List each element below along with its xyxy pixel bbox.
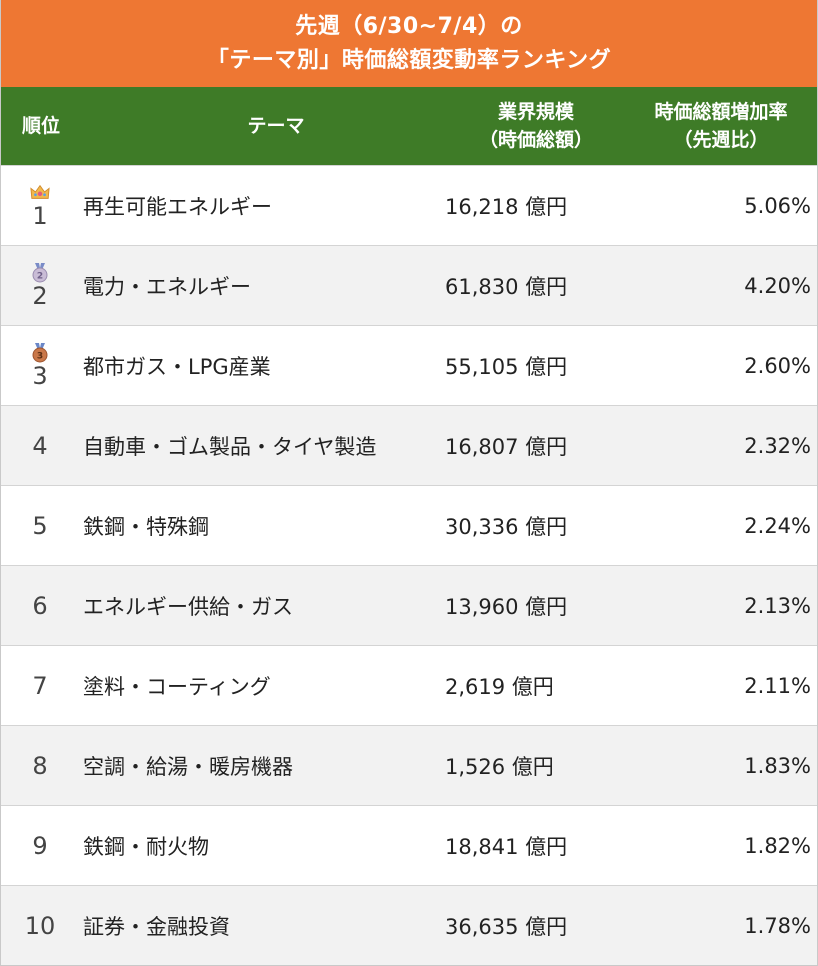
growth-rate-cell: 2.13%: [744, 594, 811, 618]
rank-number: 2: [32, 282, 48, 310]
header-rank: 順位: [21, 115, 60, 137]
svg-text:2: 2: [37, 272, 43, 282]
table-row: 7 塗料・コーティング 2,619 億円 2.11%: [1, 645, 817, 725]
rank-number: 5: [32, 512, 48, 540]
svg-text:3: 3: [37, 352, 43, 362]
rank-cell: 10: [15, 886, 65, 966]
rank-number: 3: [32, 362, 48, 390]
growth-rate-cell: 1.82%: [744, 834, 811, 858]
table-row: 2 2 電力・エネルギー 61,830 億円 4.20%: [1, 245, 817, 325]
rank-cell: 1: [15, 166, 65, 246]
table-row: 6 エネルギー供給・ガス 13,960 億円 2.13%: [1, 565, 817, 645]
title-line-2: 「テーマ別」時価総額変動率ランキング: [206, 47, 612, 73]
growth-rate-cell: 1.78%: [744, 914, 811, 938]
growth-rate-cell: 2.32%: [744, 434, 811, 458]
rank-number: 6: [32, 592, 48, 620]
growth-rate-cell: 4.20%: [744, 274, 811, 298]
industry-size-cell: 16,807 億円: [445, 435, 568, 459]
theme-cell: 都市ガス・LPG産業: [83, 355, 271, 379]
table-row: 10 証券・金融投資 36,635 億円 1.78%: [1, 885, 817, 965]
bronze-medal-icon: 3: [30, 343, 50, 363]
rank-cell: 8: [15, 726, 65, 806]
growth-rate-cell: 5.06%: [744, 194, 811, 218]
rank-cell: 7: [15, 646, 65, 726]
header-size-line-1: 業界規模: [497, 101, 574, 123]
theme-cell: 電力・エネルギー: [83, 275, 251, 299]
theme-cell: 空調・給湯・暖房機器: [83, 755, 293, 779]
table-row: 4 自動車・ゴム製品・タイヤ製造 16,807 億円 2.32%: [1, 405, 817, 485]
rank-cell: 6: [15, 566, 65, 646]
industry-size-cell: 30,336 億円: [445, 515, 568, 539]
header-rate-line-2: （先週比）: [673, 129, 769, 151]
theme-cell: 再生可能エネルギー: [83, 195, 272, 219]
table-body: 1 再生可能エネルギー 16,218 億円 5.06% 2 2 電力・エネルギー 61,830…: [1, 165, 817, 965]
industry-size-cell: 61,830 億円: [445, 275, 568, 299]
industry-size-cell: 13,960 億円: [445, 595, 568, 619]
theme-cell: 鉄鋼・耐火物: [83, 835, 209, 859]
header-rate-line-1: 時価総額増加率: [654, 101, 788, 123]
silver-medal-icon: 2: [30, 263, 50, 283]
rank-number: 10: [24, 912, 56, 940]
rank-number: 4: [32, 432, 48, 460]
industry-size-cell: 36,635 億円: [445, 915, 568, 939]
growth-rate-cell: 2.11%: [744, 674, 811, 698]
crown-icon: [30, 183, 50, 201]
rank-cell: 9: [15, 806, 65, 886]
industry-size-cell: 1,526 億円: [445, 755, 554, 779]
theme-cell: 自動車・ゴム製品・タイヤ製造: [83, 435, 377, 459]
header-growth-rate: 時価総額増加率 （先週比）: [621, 98, 818, 154]
industry-size-cell: 18,841 億円: [445, 835, 568, 859]
header-size-line-2: （時価総額）: [478, 129, 593, 151]
rank-number: 7: [32, 672, 48, 700]
header-theme: テーマ: [247, 115, 305, 137]
industry-size-cell: 2,619 億円: [445, 675, 554, 699]
growth-rate-cell: 2.60%: [744, 354, 811, 378]
growth-rate-cell: 2.24%: [744, 514, 811, 538]
theme-cell: 塗料・コーティング: [83, 675, 271, 699]
rank-cell: 5: [15, 486, 65, 566]
table-header: 順位 テーマ 業界規模 （時価総額） 時価総額増加率 （先週比）: [1, 87, 817, 165]
theme-cell: 鉄鋼・特殊鋼: [83, 515, 209, 539]
rank-number: 1: [32, 202, 48, 230]
table-row: 5 鉄鋼・特殊鋼 30,336 億円 2.24%: [1, 485, 817, 565]
table-title: 先週（6/30~7/4）の 「テーマ別」時価総額変動率ランキング: [1, 0, 817, 87]
table-row: 9 鉄鋼・耐火物 18,841 億円 1.82%: [1, 805, 817, 885]
theme-cell: 証券・金融投資: [83, 915, 230, 939]
growth-rate-cell: 1.83%: [744, 754, 811, 778]
rank-cell: 4: [15, 406, 65, 486]
table-row: 3 3 都市ガス・LPG産業 55,105 億円 2.60%: [1, 325, 817, 405]
rank-number: 8: [32, 752, 48, 780]
title-line-1: 先週（6/30~7/4）の: [295, 13, 523, 39]
table-row: 1 再生可能エネルギー 16,218 億円 5.06%: [1, 165, 817, 245]
header-industry-size: 業界規模 （時価総額）: [436, 98, 636, 154]
theme-cell: エネルギー供給・ガス: [83, 595, 293, 619]
industry-size-cell: 55,105 億円: [445, 355, 568, 379]
rank-number: 9: [32, 832, 48, 860]
table-row: 8 空調・給湯・暖房機器 1,526 億円 1.83%: [1, 725, 817, 805]
industry-size-cell: 16,218 億円: [445, 195, 568, 219]
